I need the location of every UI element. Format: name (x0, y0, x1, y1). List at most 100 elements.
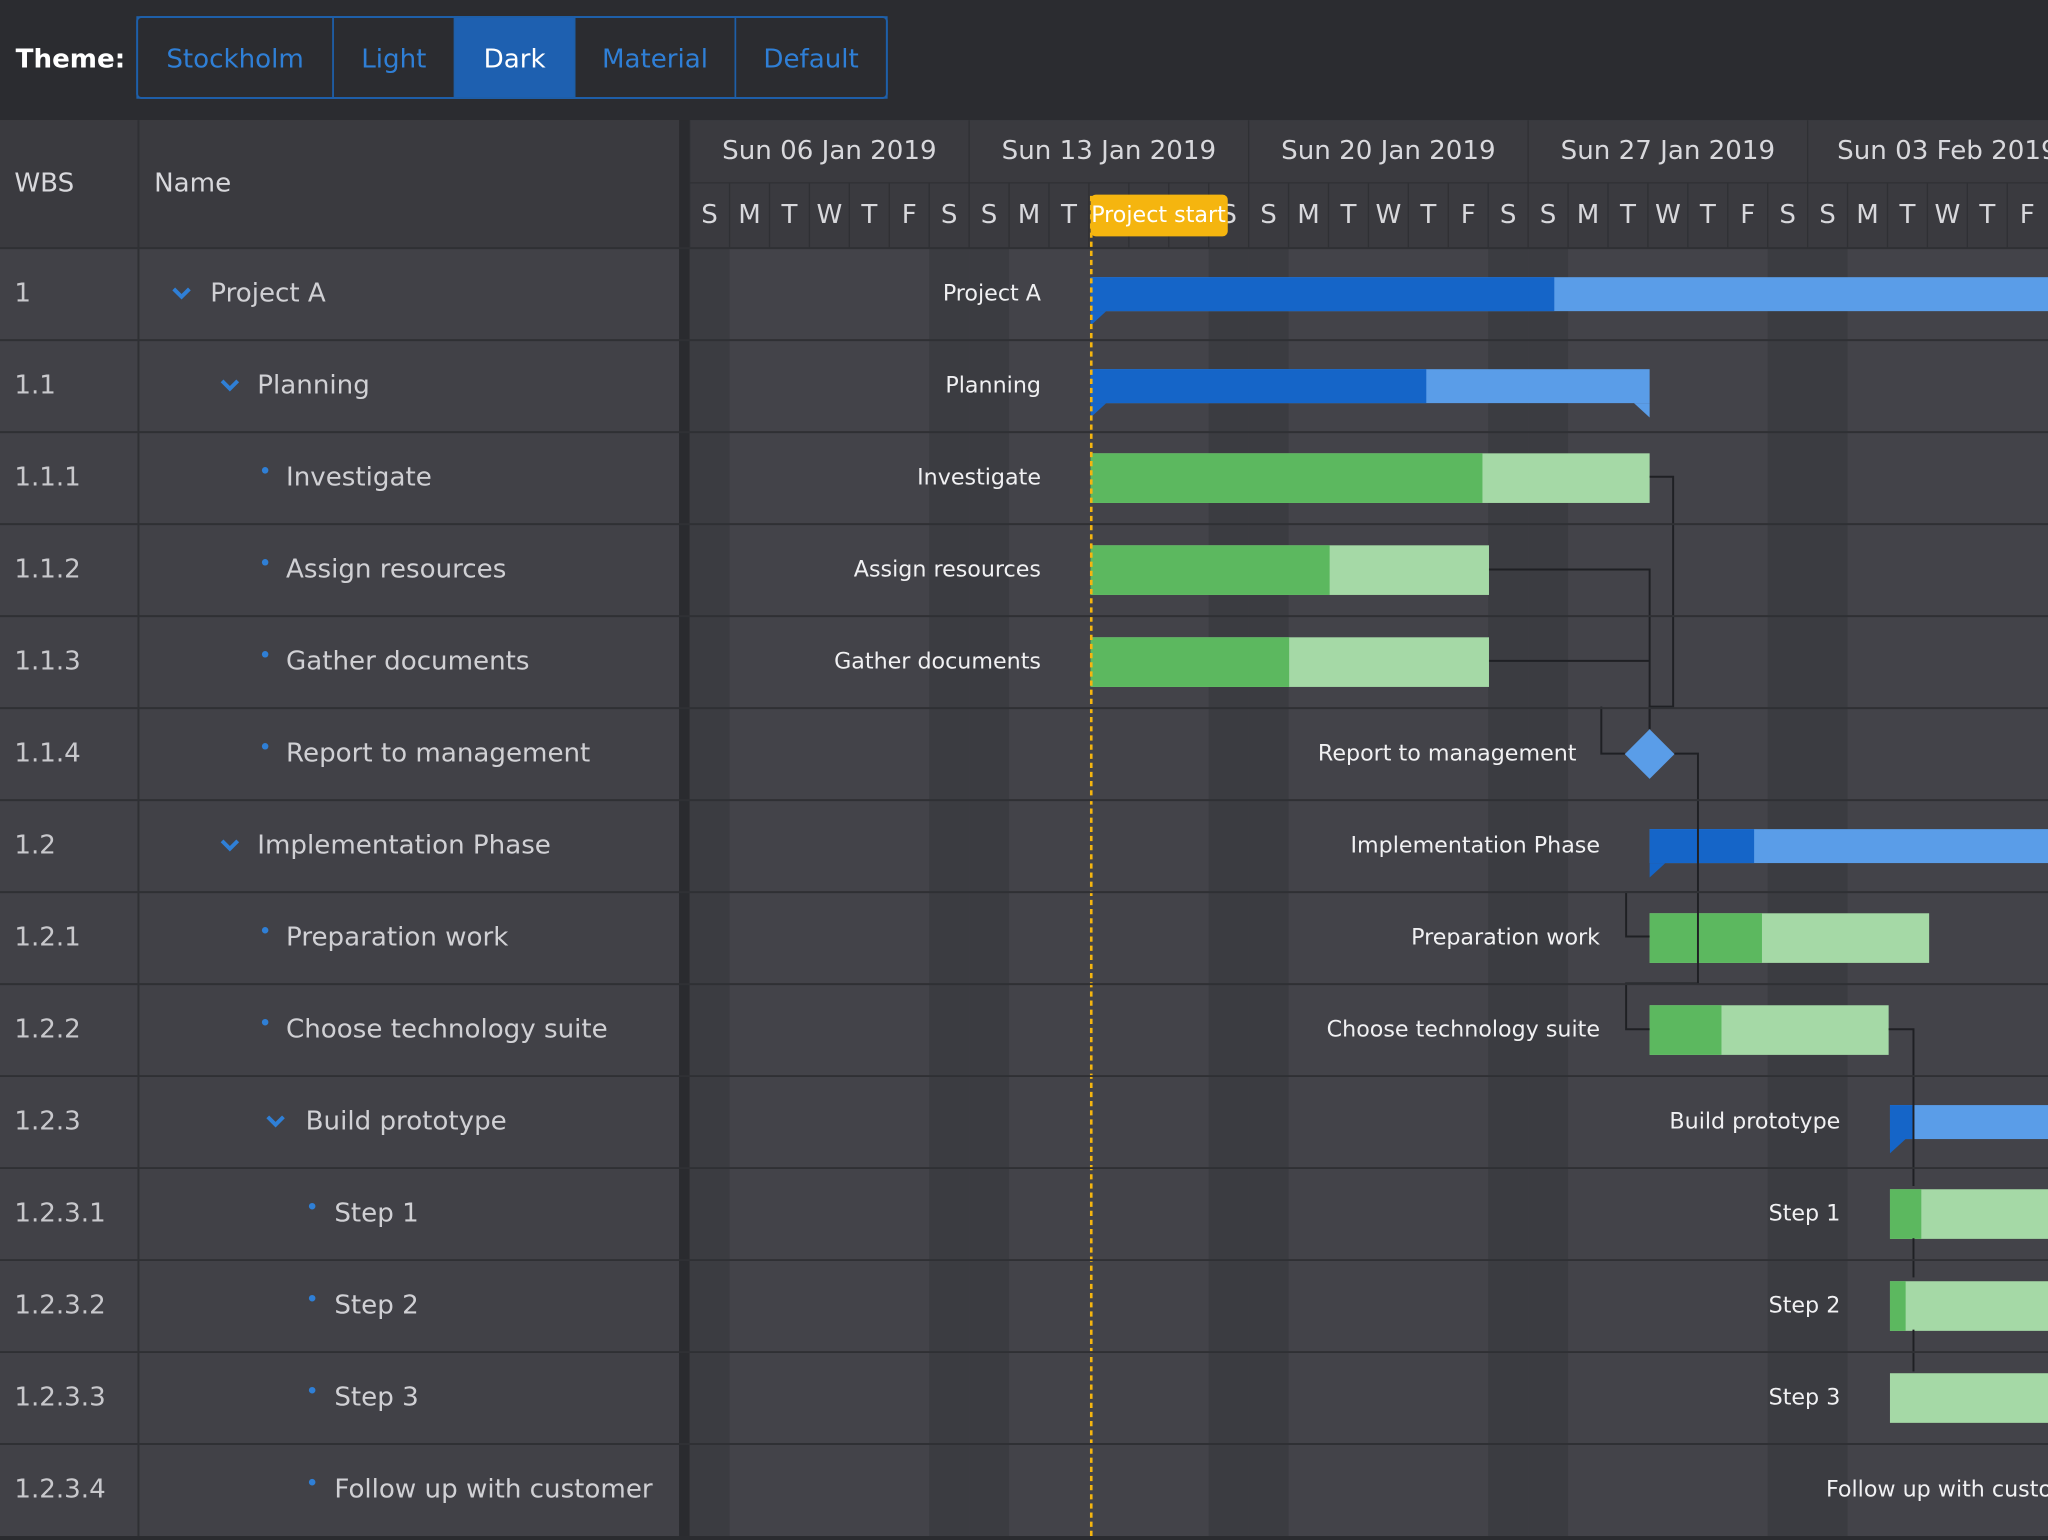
name-cell[interactable]: Investigate (286, 463, 432, 493)
expand-toggle[interactable] (266, 1115, 285, 1128)
wbs-cell[interactable]: 1.1.3 (14, 647, 80, 677)
day-label: S (1540, 200, 1557, 230)
task-progress (1090, 545, 1330, 595)
leaf-bullet (261, 926, 269, 934)
leaf-bullet (261, 559, 269, 566)
summary-bar[interactable] (1889, 1105, 2048, 1140)
name-cell[interactable]: Build prototype (306, 1107, 507, 1137)
week-label: Sun 06 Jan 2019 (722, 136, 937, 166)
leaf-bullet (308, 1202, 316, 1210)
expand-toggle[interactable] (220, 379, 240, 392)
leaf-bullet (261, 651, 269, 658)
day-label: S (1819, 200, 1836, 230)
project-start-label: Project start (1091, 202, 1226, 228)
day-label: M (1577, 200, 1600, 230)
week-label: Sun 20 Jan 2019 (1281, 136, 1496, 166)
name-cell[interactable]: Choose technology suite (286, 1015, 608, 1045)
name-cell[interactable]: Project A (210, 279, 326, 309)
bar-label: Assign resources (854, 557, 1041, 583)
leaf-bullet (261, 467, 269, 474)
name-cell[interactable]: Gather documents (286, 647, 529, 677)
wbs-cell[interactable]: 1.2.1 (14, 923, 80, 953)
bar-label: Build prototype (1669, 1109, 1840, 1135)
wbs-cell[interactable]: 1.2.3.1 (14, 1199, 105, 1229)
day-label: F (2020, 200, 2035, 230)
leaf-bullet (261, 1018, 269, 1026)
wbs-cell[interactable]: 1.1.2 (14, 555, 80, 585)
name-cell[interactable]: Step 1 (334, 1199, 418, 1229)
summary-cap (1090, 311, 1107, 326)
day-label: W (816, 200, 842, 230)
expand-toggle[interactable] (220, 839, 240, 852)
day-label: S (1779, 200, 1796, 230)
day-label: S (1500, 200, 1517, 230)
column-header[interactable]: WBS (14, 169, 74, 199)
theme-button-label[interactable]: Dark (484, 45, 547, 75)
toolbar (0, 0, 2048, 121)
day-label: M (1297, 200, 1320, 230)
day-label: T (1419, 200, 1437, 230)
day-label: T (1978, 200, 1996, 230)
wbs-cell[interactable]: 1.2.3.4 (14, 1475, 105, 1505)
bar-label: Project A (943, 281, 1041, 307)
summary-cap (1889, 1139, 1906, 1154)
wbs-cell[interactable]: 1.2 (14, 831, 56, 861)
leaf-bullet (308, 1478, 316, 1486)
theme-button[interactable] (734, 16, 888, 99)
expand-toggle[interactable] (172, 287, 191, 300)
bar-label: Preparation work (1411, 925, 1600, 951)
day-label: F (1461, 200, 1476, 230)
column-header[interactable]: Name (154, 169, 231, 199)
day-label: S (941, 200, 958, 230)
bar-label: Gather documents (834, 649, 1041, 675)
wbs-cell[interactable]: 1 (14, 279, 31, 309)
name-cell[interactable]: Preparation work (286, 923, 509, 953)
wbs-cell[interactable]: 1.2.3.2 (14, 1291, 105, 1321)
week-label: Sun 27 Jan 2019 (1561, 136, 1776, 166)
day-label: T (1898, 200, 1916, 230)
grid-panel (0, 120, 680, 1536)
bar-label: Choose technology suite (1327, 1017, 1600, 1043)
theme-button-label[interactable]: Stockholm (166, 45, 303, 75)
day-label: M (1018, 200, 1041, 230)
wbs-cell[interactable]: 1.2.3.3 (14, 1383, 105, 1413)
bar-label: Report to management (1318, 741, 1577, 767)
summary-progress (1649, 829, 1755, 864)
bar-label: Step 1 (1769, 1201, 1841, 1227)
wbs-cell[interactable]: 1.2.2 (14, 1015, 80, 1045)
task-bar[interactable] (1889, 1281, 2048, 1331)
task-progress (1090, 637, 1290, 687)
name-cell[interactable]: Step 2 (334, 1291, 418, 1321)
project-start-flag (1090, 194, 1228, 237)
wbs-cell[interactable]: 1.1 (14, 371, 56, 401)
day-label: M (1856, 200, 1879, 230)
splitter[interactable] (679, 120, 690, 1536)
wbs-cell[interactable]: 1.1.4 (14, 739, 80, 769)
task-progress (1090, 453, 1483, 503)
name-cell[interactable]: Implementation Phase (257, 831, 551, 861)
day-label: T (780, 200, 798, 230)
bar-label: Step 2 (1769, 1293, 1841, 1319)
dependency-line (1888, 1028, 1915, 1186)
name-cell[interactable]: Follow up with customer (334, 1475, 653, 1505)
day-label: T (1699, 200, 1717, 230)
name-cell[interactable]: Step 3 (334, 1383, 418, 1413)
week-label: Sun 13 Jan 2019 (1002, 136, 1217, 166)
theme-button-label[interactable]: Material (602, 45, 708, 75)
summary-progress (1090, 369, 1427, 404)
name-cell[interactable]: Assign resources (286, 555, 506, 585)
task-progress (1649, 1005, 1722, 1055)
theme-button-label[interactable]: Light (361, 45, 426, 75)
name-cell[interactable]: Report to management (286, 739, 590, 769)
task-bar[interactable] (1889, 1373, 2048, 1423)
dependency-line (1600, 706, 1625, 755)
theme-button-label[interactable]: Default (763, 45, 858, 75)
day-label: M (738, 200, 761, 230)
theme-label: Theme: (16, 45, 125, 75)
wbs-cell[interactable]: 1.2.3 (14, 1107, 80, 1137)
summary-progress (1889, 1105, 1914, 1140)
name-cell[interactable]: Planning (257, 371, 369, 401)
wbs-cell[interactable]: 1.1.1 (14, 463, 80, 493)
day-label: W (1375, 200, 1401, 230)
